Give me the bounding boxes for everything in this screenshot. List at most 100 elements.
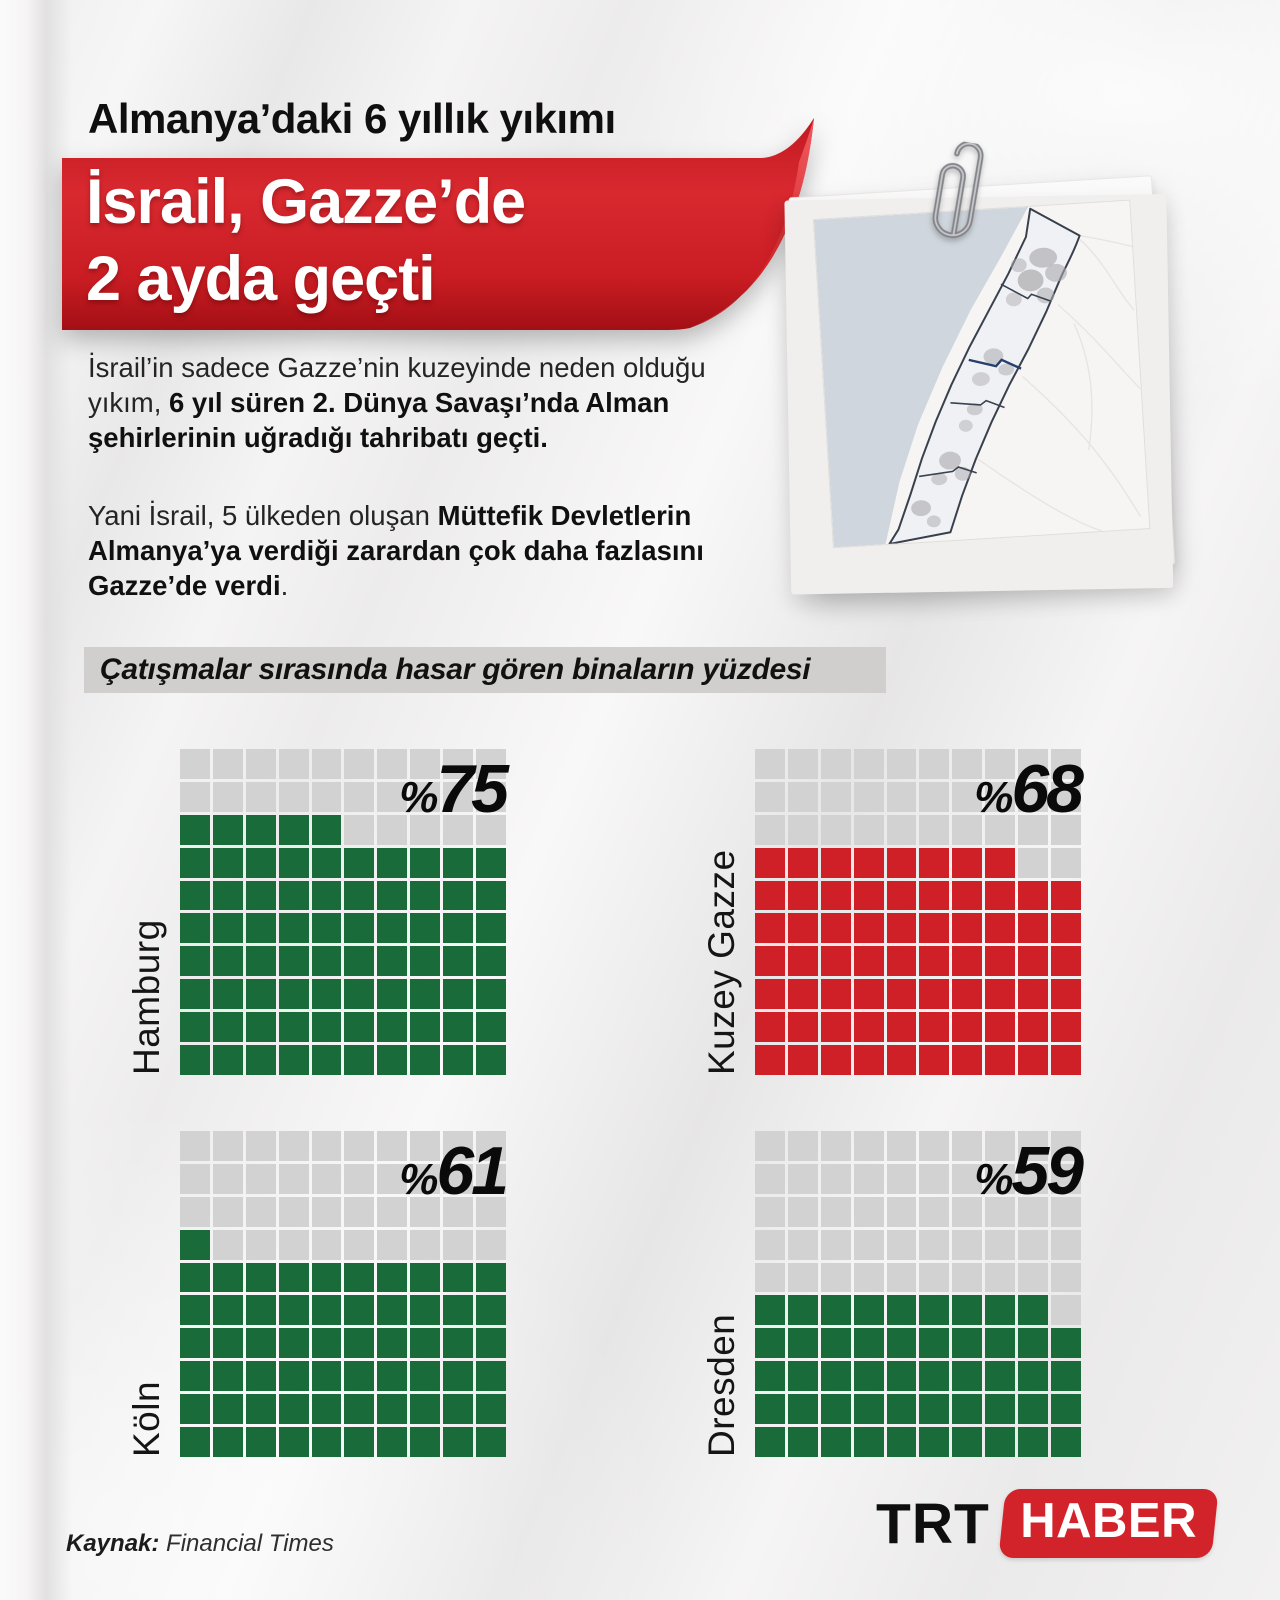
waffle-cell <box>886 1361 917 1392</box>
trt-haber-logo: TRT HABER <box>876 1489 1219 1558</box>
waffle-cell <box>443 1012 474 1043</box>
waffle-chart: Köln % 61 <box>126 1131 509 1457</box>
chart-city-label: Hamburg <box>126 919 167 1075</box>
waffle-cell <box>853 1295 884 1326</box>
waffle-cell <box>377 913 408 944</box>
waffle-cell <box>245 1012 276 1043</box>
waffle-cell <box>952 1328 983 1359</box>
source-value: Financial Times <box>159 1530 334 1557</box>
map-wadi-gaza-line <box>968 358 1022 370</box>
waffle-cell <box>1051 880 1081 911</box>
waffle-cell <box>919 946 950 977</box>
waffle-cell <box>853 1328 884 1359</box>
waffle-cell <box>886 1196 917 1227</box>
waffle-cell <box>919 1394 950 1425</box>
waffle-cell <box>410 1361 441 1392</box>
waffle-cell <box>278 814 309 845</box>
waffle-cell <box>853 1045 884 1075</box>
waffle-cell <box>443 1328 474 1359</box>
waffle-cell <box>787 1163 818 1194</box>
waffle-cell <box>919 1045 950 1075</box>
waffle-cell <box>410 979 441 1010</box>
waffle-cell <box>410 1131 441 1161</box>
waffle-cell <box>245 1196 276 1227</box>
waffle-cell <box>919 749 950 779</box>
waffle-cell <box>919 1262 950 1293</box>
waffle-cell <box>278 1295 309 1326</box>
waffle-cell <box>1051 1045 1081 1075</box>
waffle-cell <box>1051 1229 1081 1260</box>
waffle-cell <box>919 1131 950 1161</box>
waffle-cell <box>212 1163 243 1194</box>
waffle-cell <box>410 814 441 845</box>
waffle-cell <box>952 979 983 1010</box>
waffle-cell <box>180 1045 210 1075</box>
waffle-cell <box>1018 1012 1049 1043</box>
waffle-cell <box>886 1229 917 1260</box>
waffle-cell <box>180 781 210 812</box>
main-title-line1: İsrail, Gazze’de <box>86 167 526 237</box>
waffle-cell <box>985 1131 1016 1161</box>
waffle-cell <box>344 1427 375 1457</box>
waffle-cell <box>245 1045 276 1075</box>
waffle-cell <box>278 1262 309 1293</box>
waffle-cell <box>985 847 1016 878</box>
waffle-cell <box>755 1131 785 1161</box>
waffle-cell <box>853 1163 884 1194</box>
waffle-cell <box>1018 913 1049 944</box>
waffle-cell <box>278 1163 309 1194</box>
intro-p2-bold: Müttefik Devletlerin Almanya’ya verdiği … <box>88 500 704 601</box>
waffle-cell <box>985 1045 1016 1075</box>
waffle-cell <box>476 946 506 977</box>
percent-value: 59 <box>1011 1133 1084 1209</box>
waffle-cell <box>820 1394 851 1425</box>
waffle-cell <box>952 1361 983 1392</box>
waffle-cell <box>410 1163 441 1194</box>
waffle-cell <box>377 1131 408 1161</box>
logo-haber-badge: HABER <box>998 1489 1219 1558</box>
waffle-cell <box>212 847 243 878</box>
waffle-cell <box>344 1045 375 1075</box>
waffle-cell <box>820 913 851 944</box>
waffle-cell <box>311 946 342 977</box>
waffle-cell <box>952 880 983 911</box>
waffle-cell <box>919 1229 950 1260</box>
waffle-cell <box>212 880 243 911</box>
waffle-cell <box>476 781 506 812</box>
waffle-cell <box>919 1295 950 1326</box>
waffle-cell <box>1051 1361 1081 1392</box>
intro-paragraph-2: Yani İsrail, 5 ülkeden oluşan Müttefik D… <box>88 498 782 603</box>
waffle-cell <box>886 880 917 911</box>
waffle-chart: Dresden % 59 <box>701 1131 1084 1457</box>
waffle-cell <box>476 1394 506 1425</box>
waffle-cell <box>245 847 276 878</box>
waffle-cell <box>919 847 950 878</box>
waffle-cell <box>1051 1196 1081 1227</box>
waffle-cell <box>212 1196 243 1227</box>
waffle-cell <box>377 1427 408 1457</box>
waffle-cell <box>886 1328 917 1359</box>
waffle-cell <box>919 814 950 845</box>
waffle-cell <box>787 1328 818 1359</box>
waffle-cell <box>919 913 950 944</box>
waffle-cell <box>820 1361 851 1392</box>
waffle-cell <box>476 1131 506 1161</box>
waffle-cell <box>344 1196 375 1227</box>
waffle-cell <box>180 946 210 977</box>
waffle-cell <box>952 1295 983 1326</box>
waffle-cell <box>886 1262 917 1293</box>
waffle-cell <box>443 1131 474 1161</box>
waffle-cell <box>755 1328 785 1359</box>
waffle-cell <box>311 1131 342 1161</box>
waffle-cell <box>311 979 342 1010</box>
waffle-cell <box>311 1394 342 1425</box>
waffle-cell <box>443 1196 474 1227</box>
waffle-cell <box>377 979 408 1010</box>
waffle-cell <box>377 1163 408 1194</box>
waffle-cell <box>985 1012 1016 1043</box>
waffle-cell <box>886 1163 917 1194</box>
waffle-cell <box>212 946 243 977</box>
percent-value: 75 <box>436 751 509 827</box>
waffle-cell <box>952 1394 983 1425</box>
chart-city-label: Kuzey Gazze <box>701 849 742 1075</box>
